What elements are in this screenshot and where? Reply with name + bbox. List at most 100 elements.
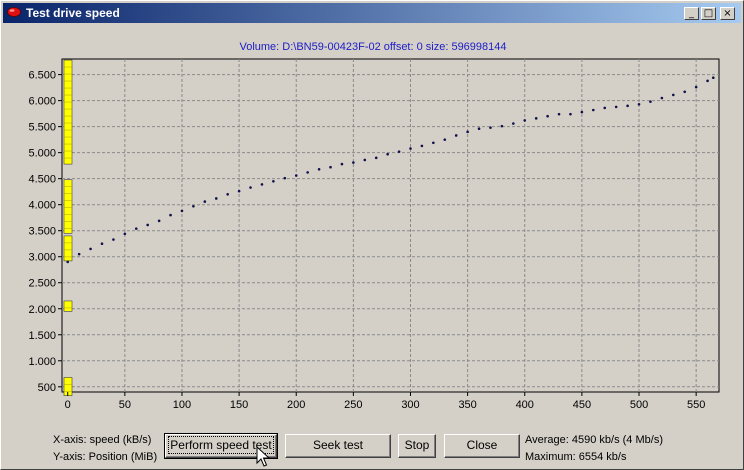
data-point	[386, 152, 389, 156]
x-tick-label: 200	[287, 399, 305, 411]
data-point	[89, 247, 92, 251]
data-point	[432, 141, 435, 145]
data-point	[706, 79, 709, 83]
data-point	[66, 260, 70, 264]
data-point	[546, 114, 549, 118]
data-point	[192, 204, 195, 208]
title-bar[interactable]: Test drive speed _ □ ×	[3, 3, 741, 23]
data-point	[626, 104, 629, 108]
data-point	[512, 122, 515, 125]
data-point	[477, 127, 481, 131]
data-point	[466, 130, 469, 134]
data-point	[340, 162, 344, 166]
data-point	[603, 106, 607, 110]
close-button[interactable]: Close	[444, 434, 520, 458]
data-point	[443, 138, 447, 141]
data-point	[523, 119, 527, 122]
y-tick-label: 2.000	[28, 304, 56, 316]
window-title: Test drive speed	[26, 6, 120, 20]
x-tick-label: 500	[630, 399, 648, 411]
data-point	[592, 108, 595, 112]
data-point	[500, 124, 504, 128]
data-point	[374, 156, 378, 160]
data-point	[100, 242, 104, 246]
close-window-button[interactable]: ×	[720, 7, 735, 20]
data-point	[637, 102, 641, 106]
data-point	[671, 93, 675, 97]
grid-lines	[62, 59, 719, 392]
data-point	[112, 238, 115, 241]
data-point	[534, 117, 538, 120]
mouse-cursor-icon	[256, 446, 270, 467]
data-point	[77, 252, 81, 256]
data-point	[283, 176, 287, 180]
maximum-speed: Maximum: 6554 kb/s	[525, 451, 627, 463]
average-speed: Average: 4590 kb/s (4 Mb/s)	[525, 434, 663, 446]
x-axis-ticks: 0 50 100 150 200 250 300 350 400 450 500 550	[65, 392, 705, 411]
data-point	[352, 161, 355, 164]
data-point	[272, 179, 275, 183]
data-point	[294, 174, 298, 177]
maximize-button[interactable]: □	[701, 7, 716, 20]
position-segment	[63, 179, 73, 234]
y-tick-label: 6.000	[28, 96, 56, 108]
y-tick-label: 3.000	[28, 252, 56, 264]
data-point	[694, 85, 698, 89]
stop-button[interactable]: Stop	[398, 434, 436, 458]
y-tick-label: 5.500	[28, 122, 56, 134]
data-point	[157, 219, 161, 223]
y-tick-label: 2.500	[28, 278, 56, 290]
data-point	[180, 209, 184, 213]
data-point	[146, 223, 149, 227]
data-point	[409, 147, 412, 150]
x-tick-label: 400	[516, 399, 534, 411]
x-axis-label: X-axis: speed (kB/s)	[53, 434, 152, 446]
data-point	[317, 168, 321, 171]
data-point	[237, 189, 241, 193]
x-tick-label: 50	[119, 399, 131, 411]
y-tick-label: 5.000	[28, 148, 56, 160]
x-tick-label: 250	[344, 399, 362, 411]
x-tick-label: 450	[573, 399, 591, 411]
data-point	[306, 171, 309, 174]
data-point	[123, 232, 127, 236]
y-tick-label: 6.500	[28, 70, 56, 82]
data-point	[134, 227, 138, 230]
data-point	[683, 90, 687, 94]
seek-test-button[interactable]: Seek test	[285, 434, 391, 458]
data-point	[557, 112, 561, 116]
data-point	[649, 100, 652, 103]
position-segment	[63, 300, 73, 312]
chart-title: Volume: D:\BN59-00423F-02 offset: 0 size…	[239, 41, 507, 53]
data-point	[454, 134, 458, 137]
data-point	[660, 96, 664, 100]
y-tick-label: 1.000	[28, 356, 56, 368]
x-tick-label: 300	[401, 399, 419, 411]
y-axis-ticks: 500 1.000 1.500 2.000 2.500 3.000 3.500 4.000 4.…	[28, 70, 62, 394]
data-point	[329, 165, 332, 169]
data-point	[203, 200, 207, 203]
minimize-button[interactable]: _	[684, 7, 699, 20]
x-tick-label: 100	[173, 399, 191, 411]
y-tick-label: 4.000	[28, 200, 56, 212]
data-point	[569, 112, 572, 116]
data-point	[711, 76, 715, 80]
data-point	[489, 126, 492, 129]
y-tick-label: 4.500	[28, 174, 56, 186]
app-icon	[7, 7, 21, 17]
x-tick-label: 0	[65, 399, 71, 411]
y-tick-label: 3.500	[28, 226, 56, 238]
plot-area	[61, 58, 720, 393]
y-tick-label: 500	[38, 382, 56, 394]
data-point	[580, 110, 584, 114]
data-point	[363, 158, 367, 162]
data-point	[169, 213, 172, 217]
y-axis-label: Y-axis: Position (MiB)	[53, 451, 158, 463]
perform-speed-test-label: Perform speed test	[168, 436, 274, 454]
data-point	[214, 197, 218, 200]
data-point	[249, 186, 252, 189]
position-segment	[63, 59, 73, 165]
x-tick-label: 550	[687, 399, 705, 411]
